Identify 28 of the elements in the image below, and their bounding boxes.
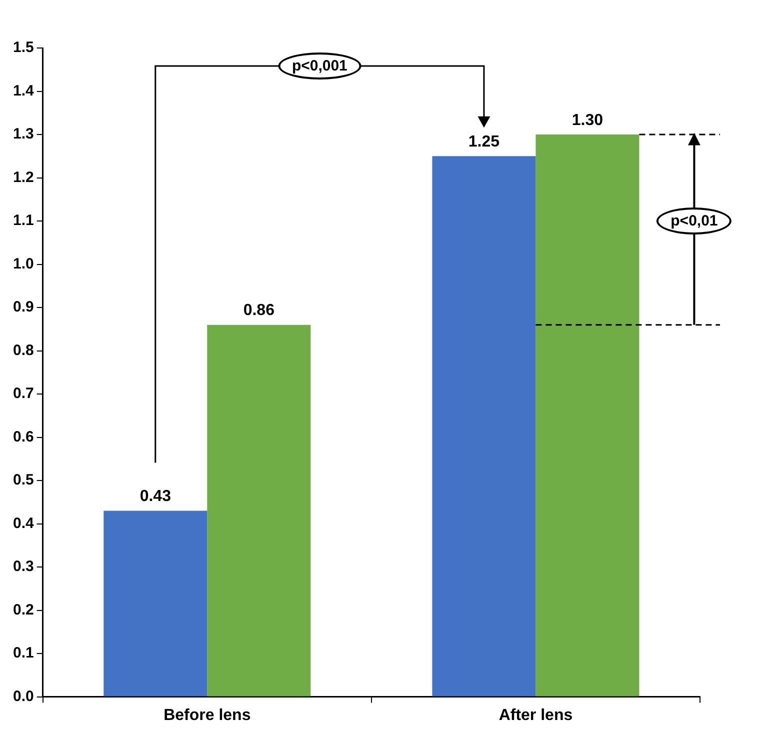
y-tick-label: 1.2 [12,168,34,186]
y-tick-label: 0.6 [12,428,34,446]
bar [432,156,536,696]
data-label: 0.43 [140,488,172,506]
bar [536,134,640,696]
y-tick-label: 0.3 [12,558,34,576]
y-tick-label: 0.0 [12,688,34,705]
y-tick-label: 0.1 [12,644,34,662]
y-tick-label: 0.4 [12,514,34,532]
y-tick-label: 0.7 [12,385,34,402]
y-tick-label: 1.5 [12,39,34,56]
data-label: 1.30 [572,112,604,129]
bar [207,324,311,696]
y-tick-label: 1.0 [12,255,34,272]
y-tick-label: 0.9 [12,298,34,316]
y-tick-label: 0.2 [12,601,34,618]
y-tick-label: 1.1 [12,212,34,230]
x-tick-label: Before lens [164,706,251,724]
bar [104,510,208,696]
x-tick-label: After lens [498,706,573,724]
y-tick-label: 0.5 [12,472,34,489]
data-label: 1.25 [468,134,500,151]
y-tick-label: 1.3 [12,126,34,143]
annotation: p<0,01 [656,208,732,234]
annotation: p<0,001 [278,52,362,80]
data-label: 0.86 [243,302,275,320]
y-tick-label: 0.8 [12,342,34,359]
y-tick-label: 1.4 [12,82,34,100]
